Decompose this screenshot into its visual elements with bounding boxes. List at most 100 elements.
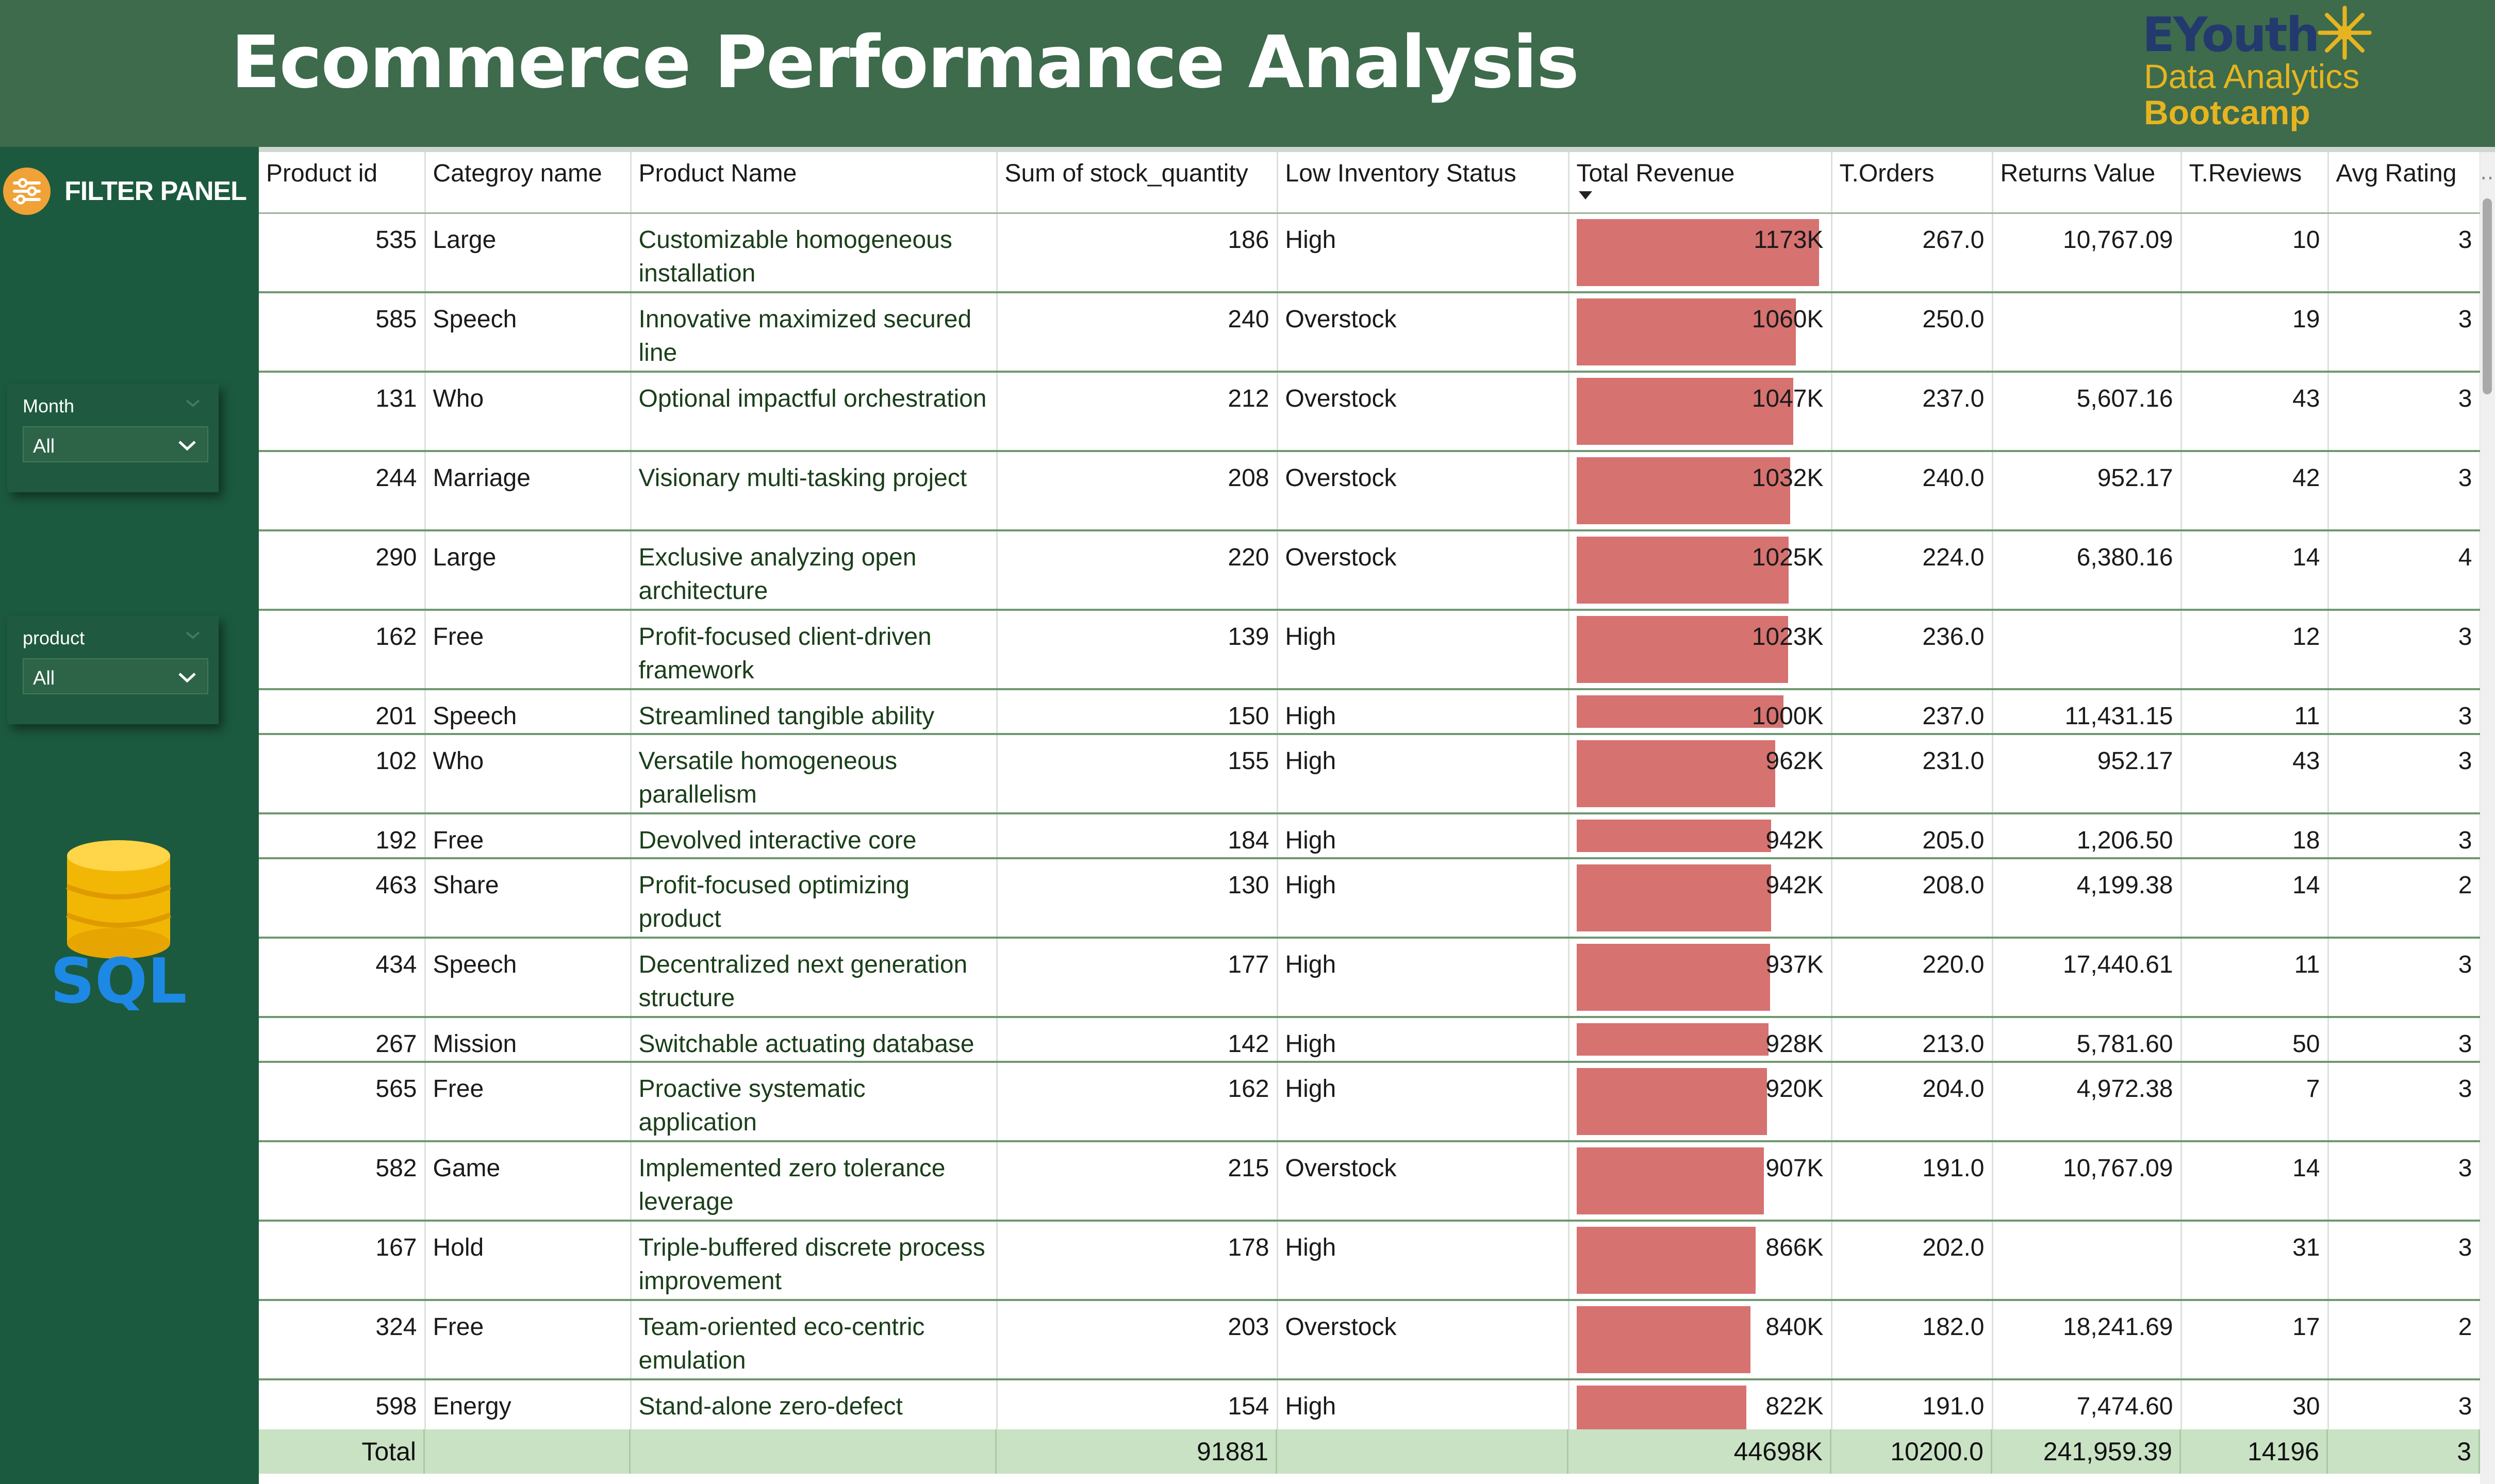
row-returns-value: 5,781.60 (1992, 1017, 2182, 1063)
row-reviews: 10 (2181, 213, 2329, 293)
row-total-revenue: 1060K (1568, 292, 1832, 373)
row-orders: 250.0 (1831, 292, 1993, 373)
row-total-revenue: 920K (1568, 1062, 1832, 1142)
row-reviews: 14 (2181, 858, 2329, 939)
table-row[interactable]: 434 Speech Decentralized next generation s… (259, 938, 2481, 1018)
table-row[interactable]: 585 Speech Innovative maximized secured li… (259, 292, 2481, 373)
table-row[interactable]: 290 Large Exclusive analyzing open archite… (259, 530, 2481, 611)
row-reviews: 43 (2181, 734, 2329, 814)
row-orders: 204.0 (1831, 1062, 1993, 1142)
row-total-revenue: 942K (1568, 813, 1832, 859)
revenue-data-bar (1576, 740, 1775, 807)
table-row[interactable]: 201 Speech Streamlined tangible ability 150… (259, 689, 2481, 735)
row-total-revenue: 1047K (1568, 372, 1832, 452)
total-orders: 10200.0 (1831, 1429, 1992, 1474)
month-dropdown[interactable]: All (23, 426, 208, 462)
row-product-name: Optional impactful orchestration (631, 372, 998, 452)
column-header[interactable]: Sum of stock_quantity (997, 152, 1278, 214)
row-reviews: 17 (2181, 1300, 2329, 1380)
row-total-revenue: 937K (1568, 938, 1832, 1018)
chevron-down-icon (178, 441, 196, 451)
row-returns-value: 18,241.69 (1992, 1300, 2182, 1380)
revenue-value: 920K (1765, 1075, 1824, 1103)
revenue-value: 928K (1765, 1030, 1824, 1058)
row-total-revenue: 942K (1568, 858, 1832, 939)
row-returns-value (1992, 1221, 2182, 1301)
row-product-name: Implemented zero tolerance leverage (631, 1141, 998, 1222)
row-inventory-status: Overstock (1277, 1141, 1569, 1222)
row-orders: 191.0 (1831, 1141, 1993, 1222)
row-product-name: Team-oriented eco-centric emulation (631, 1300, 998, 1380)
row-product-name: Profit-focused client-driven framework (631, 610, 998, 690)
column-header[interactable]: T.Orders (1831, 152, 1993, 214)
table-row[interactable]: 102 Who Versatile homogeneous parallelism 1… (259, 734, 2481, 814)
row-inventory-status: High (1277, 734, 1569, 814)
row-avg-rating: 2 (2328, 858, 2481, 939)
column-header[interactable]: Returns Value (1992, 152, 2182, 214)
revenue-data-bar (1576, 616, 1788, 683)
row-category: Speech (425, 689, 632, 735)
collapse-chevron-icon[interactable] (183, 395, 203, 411)
row-orders: 202.0 (1831, 1221, 1993, 1301)
product-dropdown[interactable]: All (23, 658, 208, 694)
row-product-name: Triple-buffered discrete process improve… (631, 1221, 998, 1301)
total-returns: 241,959.39 (1992, 1429, 2181, 1474)
row-avg-rating: 3 (2328, 451, 2481, 531)
row-stock-quantity: 162 (997, 1062, 1278, 1142)
row-stock-quantity: 215 (997, 1141, 1278, 1222)
table-row[interactable]: 535 Large Customizable homogeneous install… (259, 213, 2481, 293)
row-total-revenue: 1000K (1568, 689, 1832, 735)
row-orders: 237.0 (1831, 372, 1993, 452)
revenue-value: 942K (1765, 872, 1824, 899)
row-category: Large (425, 530, 632, 611)
column-header[interactable]: Categroy name (425, 152, 632, 214)
vertical-scrollbar[interactable]: ⋯ (2480, 152, 2495, 1484)
row-avg-rating: 3 (2328, 213, 2481, 293)
row-category: Free (425, 610, 632, 690)
row-total-revenue: 1173K (1568, 213, 1832, 293)
row-returns-value: 4,972.38 (1992, 1062, 2182, 1142)
row-product-name: Proactive systematic application (631, 1062, 998, 1142)
column-header[interactable]: Low Inventory Status (1277, 152, 1569, 214)
row-category: Speech (425, 938, 632, 1018)
table-row[interactable]: 267 Mission Switchable actuating database 1… (259, 1017, 2481, 1063)
more-options-icon[interactable]: ⋯ (2480, 166, 2495, 189)
row-product-id: 201 (259, 689, 426, 735)
row-product-id: 290 (259, 530, 426, 611)
row-orders: 205.0 (1831, 813, 1993, 859)
row-total-revenue: 1025K (1568, 530, 1832, 611)
row-stock-quantity: 139 (997, 610, 1278, 690)
total-reviews: 14196 (2181, 1429, 2328, 1474)
row-reviews: 43 (2181, 372, 2329, 452)
row-avg-rating: 3 (2328, 292, 2481, 373)
row-orders: 236.0 (1831, 610, 1993, 690)
row-total-revenue: 840K (1568, 1300, 1832, 1380)
row-avg-rating: 3 (2328, 1221, 2481, 1301)
column-header[interactable]: T.Reviews (2181, 152, 2329, 214)
table-row[interactable]: 463 Share Profit-focused optimizing produc… (259, 858, 2481, 939)
column-header[interactable]: Product Name (631, 152, 998, 214)
table-row[interactable]: 324 Free Team-oriented eco-centric emulati… (259, 1300, 2481, 1380)
table-row[interactable]: 192 Free Devolved interactive core 184 High 9… (259, 813, 2481, 859)
table-row[interactable]: 131 Who Optional impactful orchestration 21… (259, 372, 2481, 452)
row-returns-value: 952.17 (1992, 451, 2182, 531)
row-product-name: Visionary multi-tasking project (631, 451, 998, 531)
row-stock-quantity: 203 (997, 1300, 1278, 1380)
table-row[interactable]: 582 Game Implemented zero tolerance levera… (259, 1141, 2481, 1222)
column-header[interactable]: Product id (259, 152, 426, 214)
table-row[interactable]: 244 Marriage Visionary multi-tasking proje… (259, 451, 2481, 531)
row-returns-value: 10,767.09 (1992, 1141, 2182, 1222)
row-product-name: Innovative maximized secured line (631, 292, 998, 373)
table-row[interactable]: 162 Free Profit-focused client-driven fram… (259, 610, 2481, 690)
row-total-revenue: 866K (1568, 1221, 1832, 1301)
total-empty (1277, 1429, 1568, 1474)
column-header-total-revenue[interactable]: Total Revenue (1568, 152, 1832, 214)
scrollbar-thumb[interactable] (2483, 198, 2492, 394)
row-inventory-status: High (1277, 1017, 1569, 1063)
column-header[interactable]: Avg Rating (2328, 152, 2481, 214)
row-product-id: 102 (259, 734, 426, 814)
table-row[interactable]: 167 Hold Triple-buffered discrete process … (259, 1221, 2481, 1301)
collapse-chevron-icon[interactable] (183, 627, 203, 643)
table-row[interactable]: 565 Free Proactive systematic application 1… (259, 1062, 2481, 1142)
row-category: Large (425, 213, 632, 293)
